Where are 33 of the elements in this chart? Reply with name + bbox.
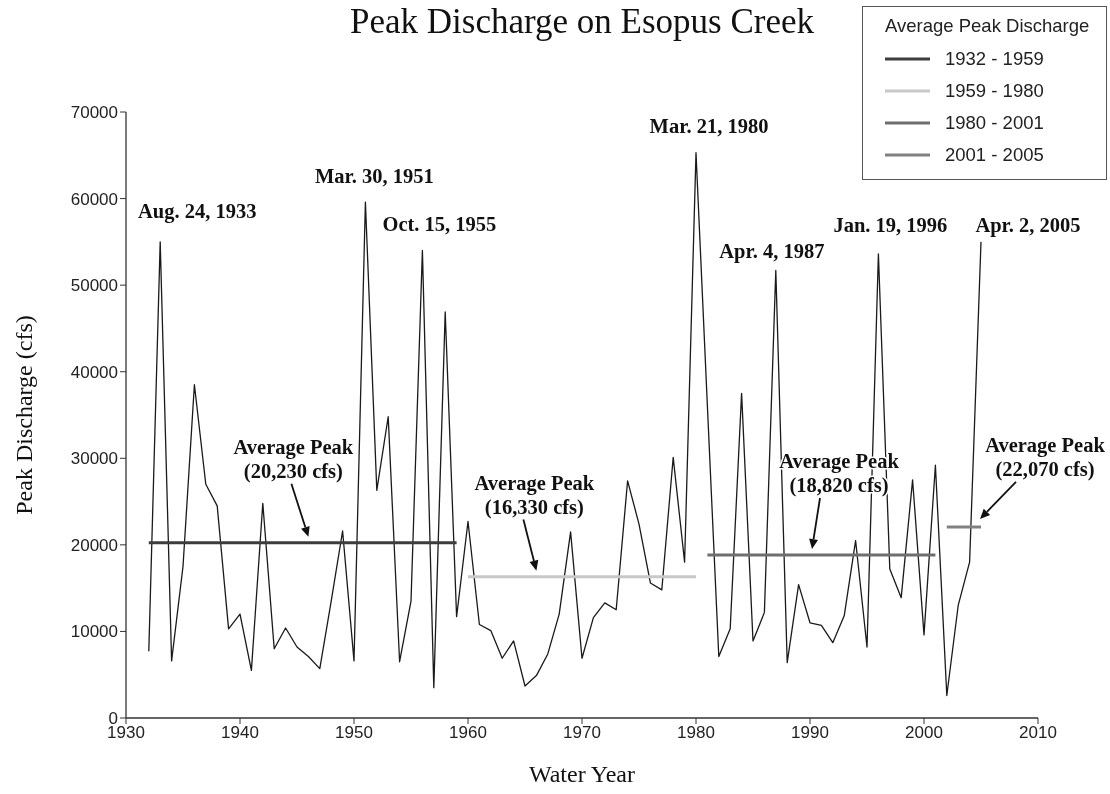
x-tick-label: 2000 (905, 723, 943, 743)
y-tick-label: 40000 (70, 362, 118, 382)
y-tick-label: 30000 (70, 449, 118, 469)
x-tick-label: 1970 (563, 723, 601, 743)
chart-title: Peak Discharge on Esopus Creek (350, 2, 814, 41)
annotation: Average Peak (22,070 cfs) (985, 433, 1106, 481)
legend-label: 1959 - 1980 (945, 80, 1044, 102)
annotation: Average Peak (16,330 cfs) (474, 471, 595, 519)
y-tick-label: 50000 (70, 276, 118, 296)
y-tick-label: 20000 (70, 535, 118, 555)
x-tick-label: 1980 (677, 723, 715, 743)
annotation: Apr. 2, 2005 (975, 213, 1081, 237)
annotation: Oct. 15, 1955 (382, 212, 497, 235)
y-tick-label: 60000 (70, 189, 118, 209)
legend-label: 1932 - 1959 (945, 48, 1044, 70)
annotation: Mar. 30, 1951 (314, 165, 434, 188)
y-axis-title: Peak Discharge (cfs) (11, 315, 37, 515)
x-tick-label: 1960 (449, 723, 487, 743)
annotation: Average Peak (20,230 cfs) (233, 435, 354, 483)
x-tick-label: 1990 (791, 723, 829, 743)
annotation: Mar. 21, 1980 (649, 114, 769, 137)
legend-label: 2001 - 2005 (945, 144, 1044, 166)
y-tick-label: 70000 (70, 103, 118, 123)
legend-title: Average Peak Discharge (884, 14, 1091, 38)
x-tick-label: 2010 (1019, 723, 1057, 743)
x-tick-label: 1950 (335, 723, 373, 743)
y-tick-label: 10000 (70, 622, 118, 642)
x-axis-title: Water Year (528, 761, 636, 787)
annotation: Aug. 24, 1933 (137, 199, 257, 223)
annotation: Apr. 4, 1987 (719, 240, 825, 264)
x-tick-label: 1940 (221, 723, 259, 743)
annotation: Jan. 19, 1996 (833, 213, 948, 236)
legend-label: 1980 - 2001 (945, 112, 1044, 134)
